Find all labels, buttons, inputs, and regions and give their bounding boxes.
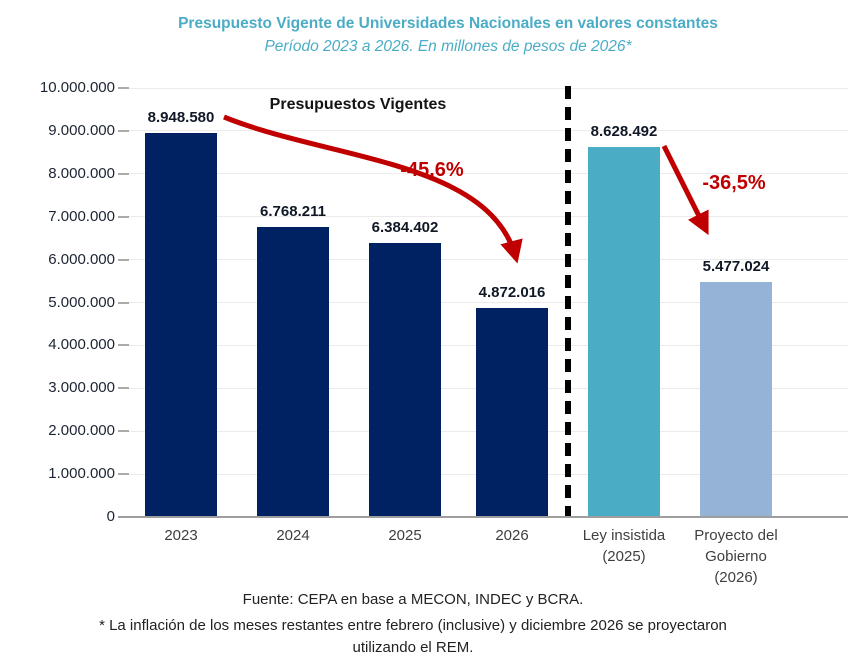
bar-2026 — [476, 307, 548, 517]
y-axis-label: 3.000.000 — [48, 379, 115, 397]
x-axis-label: Proyecto del Gobierno (2026) — [671, 525, 801, 588]
y-tick — [118, 172, 129, 175]
bar-value-label: 8.628.492 — [590, 122, 658, 140]
y-axis-label: 4.000.000 — [48, 336, 115, 354]
bar-value-label: 5.477.024 — [702, 258, 770, 276]
y-axis-label: 6.000.000 — [48, 250, 115, 268]
x-axis-label-line: 2023 — [164, 527, 198, 544]
bar-ley-insistida-2025 — [588, 146, 660, 517]
bar-value-label: 6.768.211 — [260, 202, 326, 220]
bar-value-label: 6.384.402 — [371, 219, 439, 237]
x-axis-label-line: (2025) — [602, 548, 646, 565]
x-axis-label: 2024 — [228, 525, 358, 546]
y-tick — [118, 430, 129, 433]
chart-title: Presupuesto Vigente de Universidades Nac… — [178, 15, 718, 32]
bar-2024 — [257, 226, 329, 517]
x-axis-label: Ley insistida (2025) — [559, 525, 689, 567]
bar-2023 — [145, 133, 217, 517]
y-tick — [118, 258, 129, 261]
y-tick — [118, 473, 129, 476]
footer: Fuente: CEPA en base a MECON, INDEC y BC… — [0, 591, 866, 659]
pct-change-vigentes: -45,6% — [400, 159, 464, 181]
y-tick — [118, 301, 129, 304]
y-tick — [118, 129, 129, 132]
x-axis-label: 2023 — [116, 525, 246, 546]
footnote-line: utilizando el REM. — [352, 639, 474, 656]
y-tick — [118, 387, 129, 390]
bar-value-label: 4.872.016 — [478, 283, 546, 301]
gridline — [118, 216, 848, 218]
y-tick — [118, 344, 129, 347]
y-axis-label: 0 — [106, 508, 115, 525]
x-axis-label-line: Gobierno — [705, 548, 767, 565]
bar-proyecto-del-gobierno-2026 — [700, 282, 772, 517]
y-tick — [118, 215, 129, 218]
bar-2025 — [369, 243, 441, 517]
y-axis-label: 7.000.000 — [48, 207, 115, 225]
y-axis-label: 1.000.000 — [48, 465, 115, 483]
gridline — [118, 259, 848, 261]
x-axis-label-line: Proyecto del — [694, 527, 778, 544]
x-axis-label: 2026 — [447, 525, 577, 546]
gridline — [118, 87, 848, 89]
bar-value-label: 8.948.580 — [147, 109, 215, 127]
inflation-footnote: * La inflación de los meses restantes en… — [0, 615, 826, 659]
y-axis-label: 5.000.000 — [48, 293, 115, 311]
source-note: Fuente: CEPA en base a MECON, INDEC y BC… — [242, 591, 584, 608]
x-axis-label-line: 2026 — [495, 527, 529, 544]
y-axis-label: 2.000.000 — [48, 422, 115, 440]
x-axis-label-line: (2026) — [714, 569, 758, 586]
x-axis-label: 2025 — [340, 525, 470, 546]
x-axis-line — [118, 516, 848, 518]
footnote-line: * La inflación de los meses restantes en… — [99, 617, 727, 634]
x-axis-label-line: 2024 — [276, 527, 310, 544]
gridline — [118, 130, 848, 132]
in-chart-label: Presupuestos Vigentes — [269, 96, 447, 113]
pct-change-proyecto: -36,5% — [702, 172, 766, 194]
gridline — [118, 302, 848, 303]
x-axis-label-line: 2025 — [388, 527, 422, 544]
y-axis-label: 10.000.000 — [39, 79, 115, 96]
y-axis-label: 8.000.000 — [48, 164, 115, 182]
x-axis-label-line: Ley insistida — [582, 527, 666, 544]
chart-subtitle: Período 2023 a 2026. En millones de peso… — [264, 38, 632, 55]
y-tick — [118, 87, 129, 89]
header: Presupuesto Vigente de Universidades Nac… — [0, 14, 866, 56]
y-axis-label: 9.000.000 — [48, 121, 115, 139]
